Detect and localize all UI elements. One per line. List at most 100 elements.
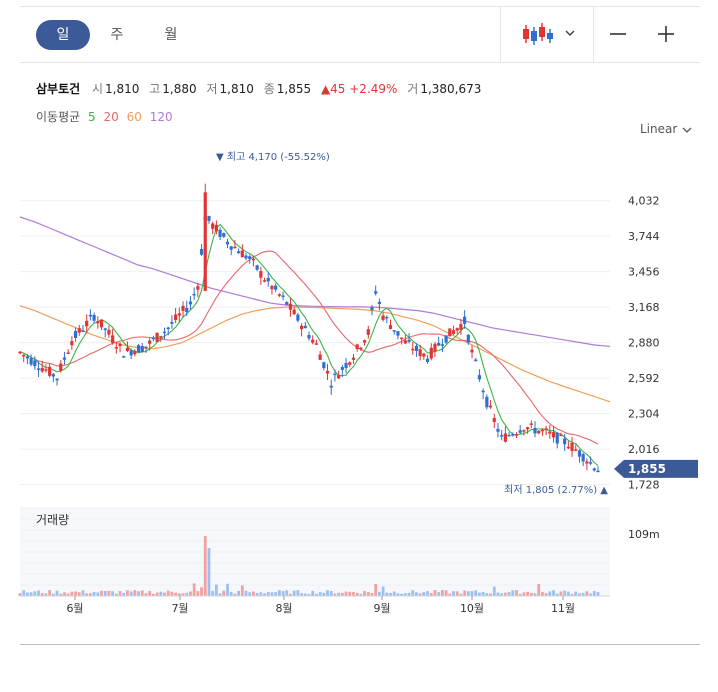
volume-bar [285,590,289,596]
volume-bar [51,593,55,596]
y-tick-label: 3,744 [628,230,660,243]
volume-bar [92,591,96,596]
volume-bar [592,591,596,596]
x-tick-label: 10월 [460,602,484,615]
y-tick-label: 2,016 [628,443,660,456]
volume-bar [433,590,437,596]
volume-bar [122,592,126,596]
candle-body [529,423,533,425]
tab-monthly[interactable]: 월 [164,27,178,43]
y-tick-label: 2,304 [628,408,660,421]
moving-average-legend: 이동평균 5 20 60 120 [36,108,177,125]
volume-bar [581,592,585,596]
price-chart[interactable]: 4,032 3,744 3,456 3,168 2,880 2,592 2,304 2,016… [0,140,718,640]
volume-bar [444,590,448,596]
candle-body [48,366,52,376]
candle-body [281,295,285,297]
volume-bar [352,592,355,596]
candle-body [66,352,70,354]
volume-bar [377,591,381,596]
candle-body [488,405,493,408]
candle-body [166,327,170,330]
max-price-annotation: ▼ 최고 4,170 (-55.52%) [216,151,330,163]
candle-body [411,348,415,351]
x-tick-label: 6월 [66,602,83,615]
volume-bar [37,590,40,596]
tab-weekly[interactable]: 주 [110,27,124,43]
candle-body [185,307,189,313]
candle-body [514,434,519,436]
volume-bar [318,592,322,596]
volume-bar [344,591,348,596]
volume-bar [429,592,433,596]
candle-body [537,430,541,434]
volume-bar [26,592,29,596]
volume-bar [585,591,589,596]
volume-bar [363,590,366,596]
volume-bar [88,593,92,596]
chart-toolbar [500,6,700,62]
tab-daily[interactable]: 일 [36,20,90,50]
zoom-in-button[interactable] [642,6,690,62]
candle-body [555,432,559,444]
volume-bar [289,593,292,596]
zoom-out-button[interactable] [594,6,642,62]
volume-bar [589,593,592,596]
candle-body [229,246,233,250]
period-tabs: 일 주 월 [36,20,198,50]
candle-body [492,417,496,422]
low-value: 1,810 [219,82,254,96]
volume-bar [478,592,481,596]
candle-body [70,341,74,346]
ma60-legend[interactable]: 60 [126,110,142,124]
candle-body [99,319,104,328]
low-label: 저 [206,82,218,96]
candle-body [207,215,211,221]
scale-mode-selector[interactable]: Linear [640,122,693,136]
volume-bar [522,592,526,596]
volume-bar [96,592,100,596]
candle-body [218,229,222,237]
candle-body [285,301,289,305]
volume-bar [151,593,155,596]
volume-bar [403,593,407,596]
candle-body [444,335,448,343]
candle-body [107,329,111,335]
x-tick-label: 11월 [551,602,575,615]
ma5-legend[interactable]: 5 [88,110,96,124]
chart-type-selector[interactable] [500,6,594,62]
volume-bar [503,592,507,596]
ma20-legend[interactable]: 20 [103,110,119,124]
volume-bar [40,593,44,596]
annotations: ▼ 최고 4,170 (-55.52%) 최저 1,805 (2.77%) ▲ 1,… [216,151,698,496]
candle-body [33,360,37,367]
candle-body [303,325,307,329]
volume-title: 거래량 [36,513,69,527]
volume-bar [211,590,215,596]
candle-body [237,251,241,254]
volume-bar [315,593,318,596]
volume-bar [537,584,541,596]
volume-bar [155,592,159,596]
volume-bar [474,590,478,596]
ma120-legend[interactable]: 120 [149,110,173,124]
volume-bar [422,592,426,596]
candle-body [59,363,63,371]
ma-legend-label: 이동평균 [36,110,81,124]
candle-body [507,434,511,437]
candle-body [544,428,548,431]
volume-panel: 거래량 109m [18,507,660,597]
volume-bar [48,590,52,596]
volume-bar [552,590,555,596]
volume-bar [500,593,504,596]
volume-bar [22,590,26,596]
volume-bar [252,591,255,596]
volume-bar [392,591,396,596]
volume-bar [163,592,166,596]
volume-bar [203,536,207,596]
candle-body [314,343,319,345]
volume-bar [533,593,537,596]
volume-tick-label: 109m [628,528,660,541]
y-tick-label: 3,456 [628,266,660,279]
min-price-annotation: 최저 1,805 (2.77%) ▲ [504,484,608,496]
